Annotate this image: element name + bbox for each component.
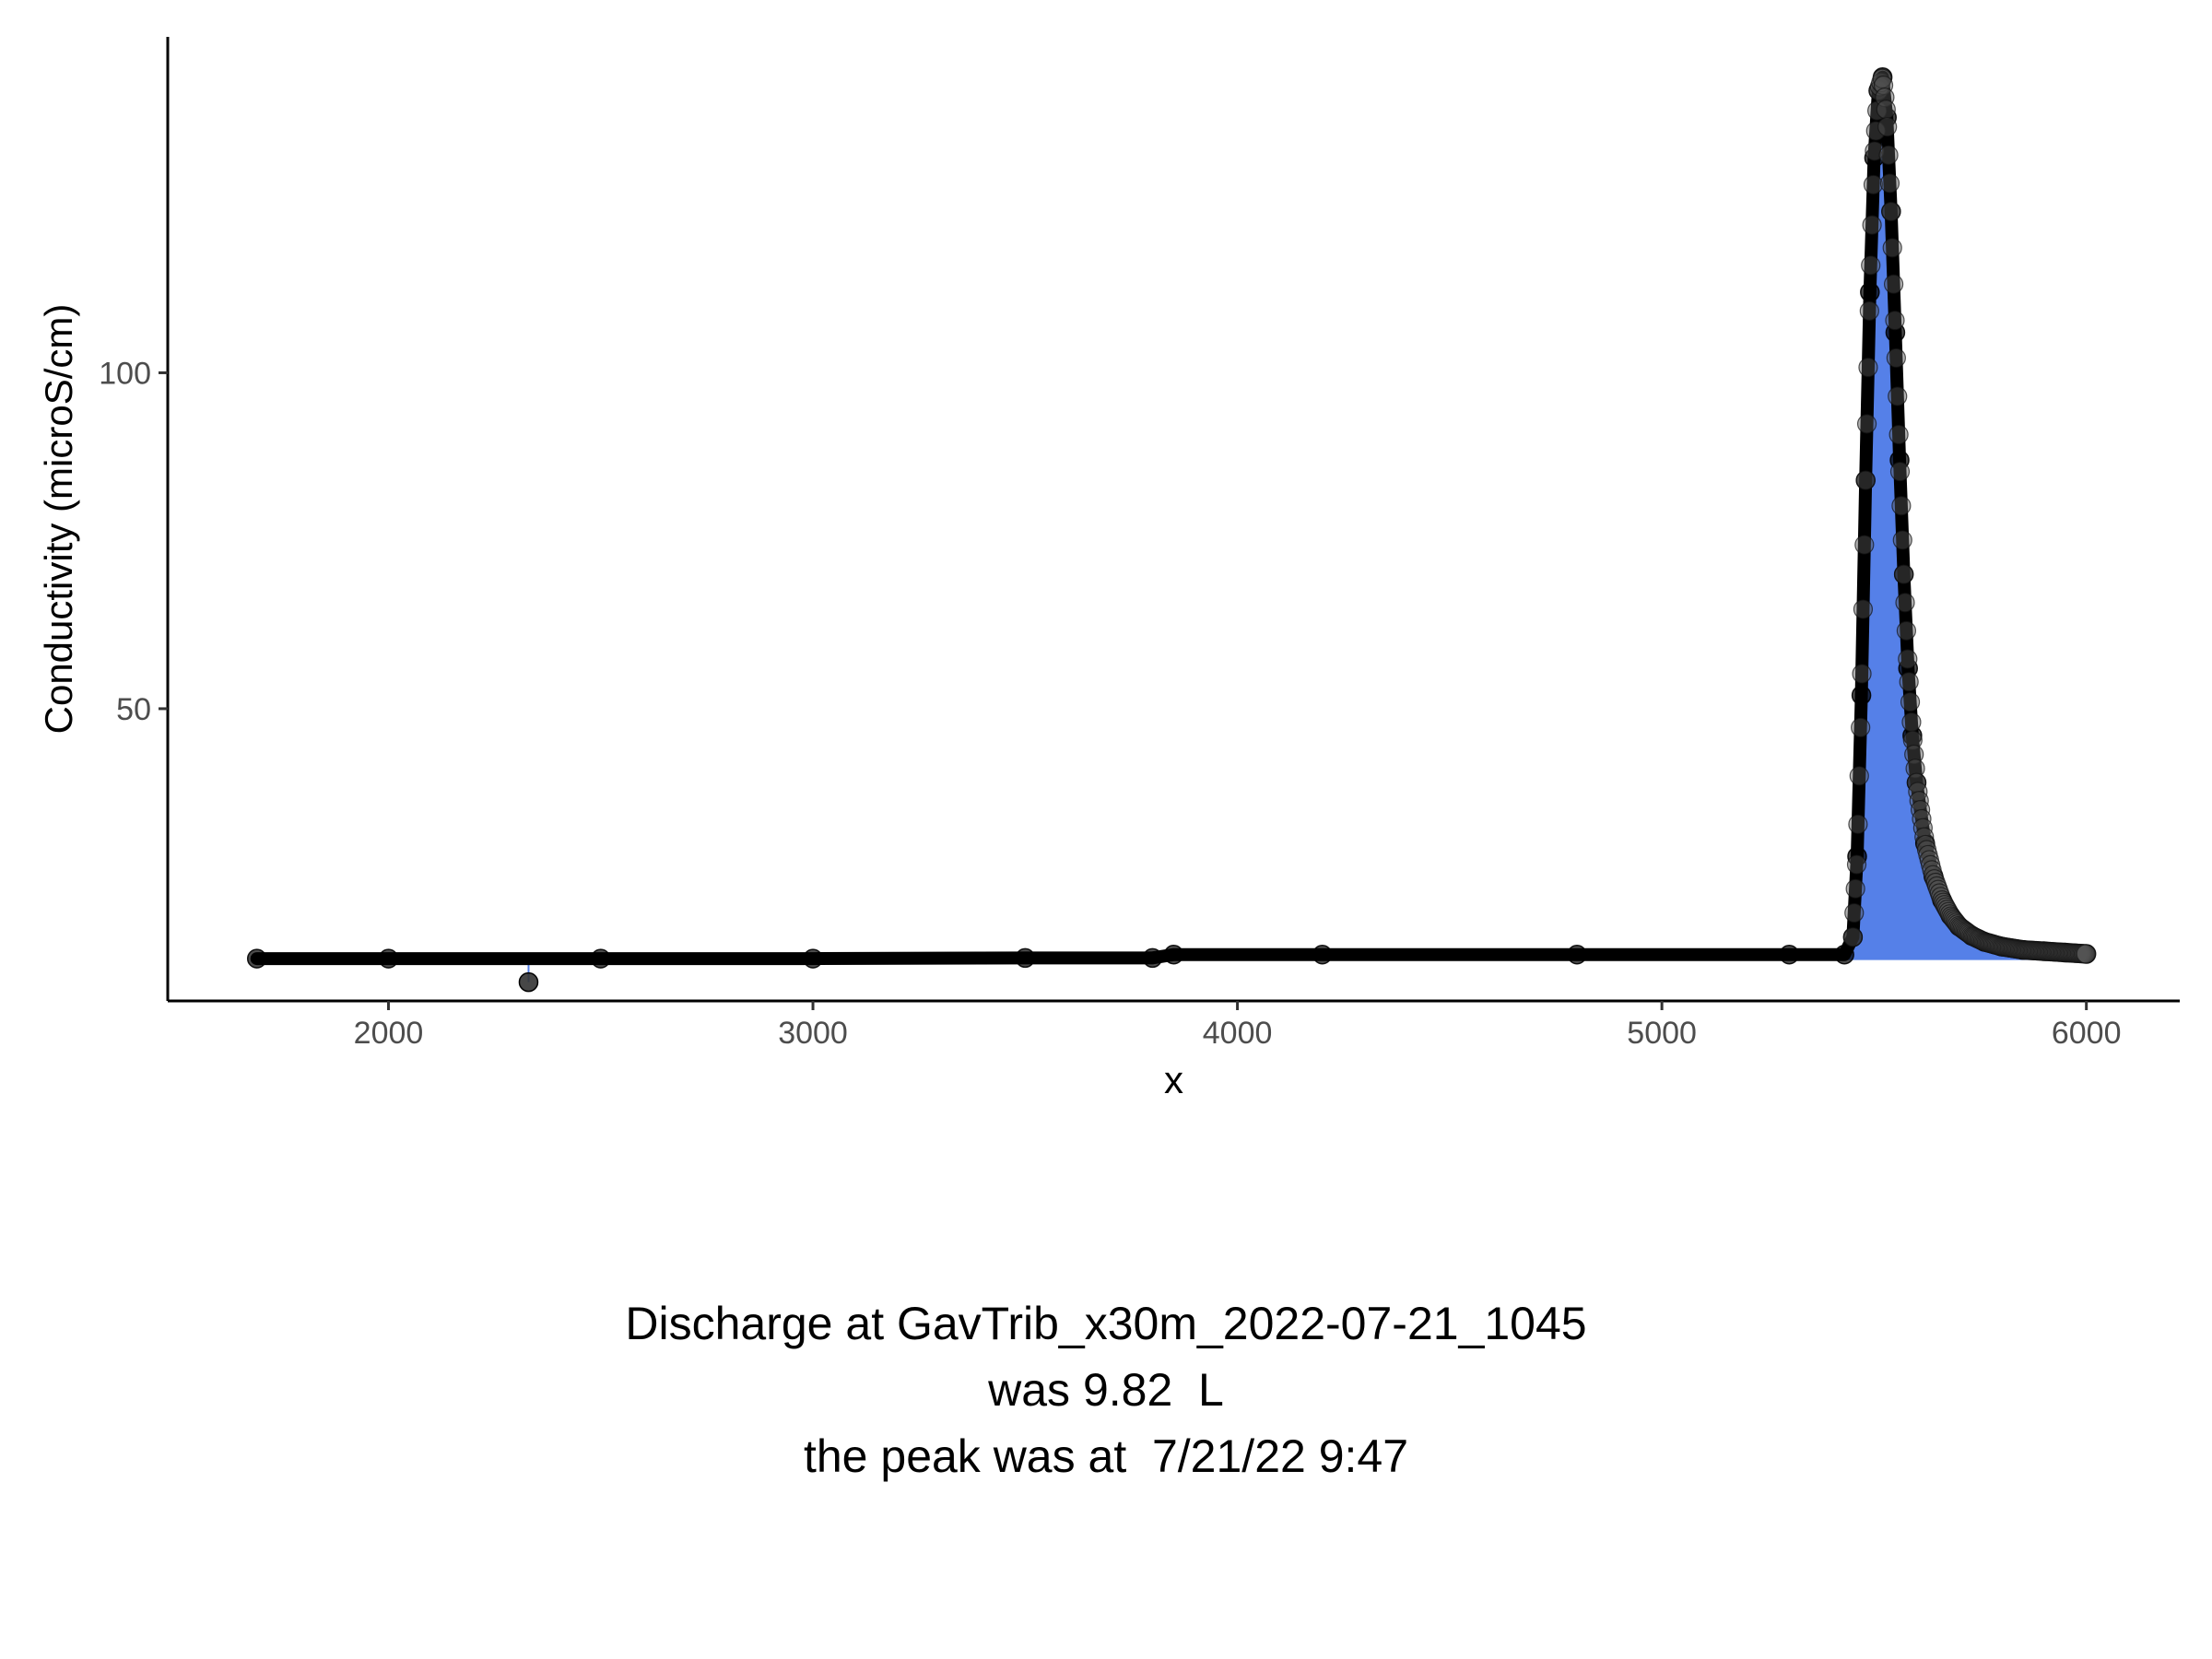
data-point (378, 948, 399, 969)
x-tick-label: 6000 (2052, 1016, 2122, 1051)
data-point (246, 948, 267, 969)
data-point (591, 948, 611, 969)
integration-fill-area (256, 76, 2087, 982)
data-point (1885, 311, 1905, 331)
data-point (1858, 358, 1878, 378)
data-point (1861, 255, 1881, 276)
data-point (2076, 944, 2096, 964)
x-tick-label: 4000 (1203, 1016, 1273, 1051)
data-point (1888, 424, 1909, 445)
data-point (1881, 201, 1901, 222)
data-point (1902, 730, 1923, 750)
data-point (1898, 649, 1918, 669)
data-point (1899, 672, 1919, 692)
data-point (1856, 414, 1877, 434)
data-point (1851, 685, 1872, 706)
x-tick-label: 3000 (778, 1016, 848, 1051)
axes: 2000 3000 4000 5000 6000 50 100 (99, 37, 2180, 1051)
data-point (1895, 593, 1915, 613)
discharge-caption: Discharge at GavTrib_x30m_2022-07-21_104… (0, 1290, 2212, 1489)
data-point (1859, 300, 1879, 321)
data-point (1848, 814, 1868, 834)
data-point (1879, 173, 1900, 194)
data-point (1846, 854, 1867, 875)
outlier-point (518, 971, 539, 993)
data-point (1853, 599, 1874, 619)
data-point (1567, 944, 1587, 965)
data-point (1883, 274, 1904, 294)
data-point (1312, 944, 1333, 965)
data-point (1894, 564, 1914, 584)
x-tick-label: 2000 (354, 1016, 424, 1051)
data-point (1889, 462, 1911, 482)
data-point (1878, 145, 1899, 165)
data-point (1862, 215, 1882, 235)
data-point (1842, 927, 1863, 947)
data-point (1851, 717, 1871, 737)
data-point (1905, 759, 1925, 779)
data-point (1892, 530, 1912, 550)
data-point (1163, 944, 1184, 965)
series-polyline (250, 70, 2093, 966)
data-point (1877, 117, 1898, 137)
caption-line-volume: was 9.82 L (988, 1364, 1224, 1416)
data-point (1847, 846, 1867, 867)
data-point (1852, 664, 1872, 684)
data-point (1854, 535, 1875, 555)
series-line (250, 70, 2093, 966)
data-point (1849, 766, 1869, 786)
data-point (1860, 282, 1880, 302)
data-point (1888, 386, 1908, 406)
data-point (1855, 470, 1876, 490)
data-point (1864, 147, 1885, 168)
data-point (1872, 68, 1892, 88)
data-point (1901, 712, 1922, 733)
data-point (1886, 347, 1906, 369)
data-point (1876, 100, 1896, 120)
data-point (1896, 620, 1917, 641)
data-point (1891, 496, 1912, 516)
y-axis-title: Conductivity (microS/cm) (37, 304, 80, 735)
y-tick-label: 50 (116, 692, 151, 727)
y-tick-label: 100 (99, 356, 151, 391)
data-point (1865, 121, 1886, 141)
data-point (1834, 944, 1854, 965)
data-point (1882, 238, 1902, 258)
x-axis-title: x (1164, 1058, 1183, 1101)
x-tick-label: 5000 (1627, 1016, 1697, 1051)
data-point (1904, 744, 1924, 765)
data-point (1863, 174, 1884, 194)
data-point (1900, 692, 1921, 712)
data-point (803, 948, 823, 969)
data-point (1845, 878, 1865, 899)
data-point (1779, 944, 1800, 965)
data-point (1142, 947, 1163, 969)
data-point (1015, 947, 1036, 969)
data-points (246, 66, 2097, 993)
caption-line-peak: the peak was at 7/21/22 9:47 (803, 1430, 1409, 1482)
data-point (1844, 902, 1865, 924)
caption-line-discharge: Discharge at GavTrib_x30m_2022-07-21_104… (625, 1298, 1587, 1349)
data-point (1889, 450, 1910, 470)
